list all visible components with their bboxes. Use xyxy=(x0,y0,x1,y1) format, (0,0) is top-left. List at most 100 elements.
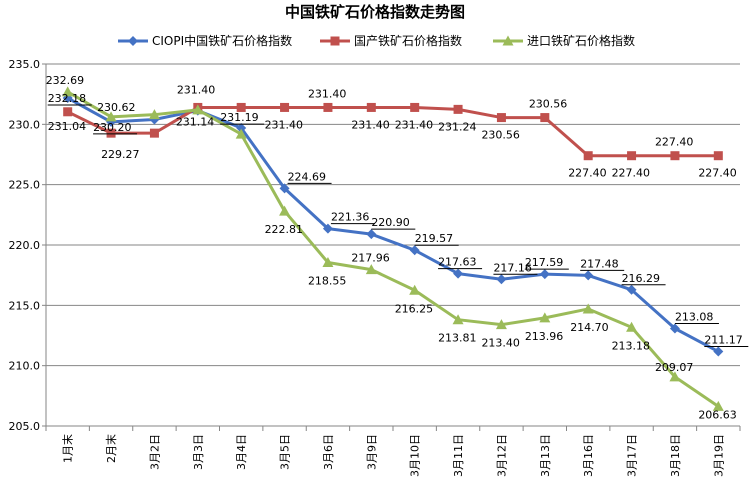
x-tick-label: 3月4日 xyxy=(235,434,248,470)
data-point xyxy=(62,86,74,97)
x-axis: 1月末 2月末 3月2日 3月3日 3月4日 3月5日 3月6日 3月9日 3月10日 3月11日… xyxy=(45,425,741,477)
chart-title: 中国铁矿石价格指数走势图 xyxy=(285,3,465,21)
y-tick-label: 220.0 xyxy=(9,239,41,252)
data-label: 231.40 xyxy=(177,83,216,96)
data-point xyxy=(539,312,551,323)
data-label: 221.36 xyxy=(331,211,370,224)
data-point xyxy=(626,284,637,295)
data-point xyxy=(539,269,550,280)
y-tick-label: 215.0 xyxy=(9,299,41,312)
data-label: 229.27 xyxy=(101,148,140,161)
y-tick-label: 205.0 xyxy=(9,420,41,433)
data-point xyxy=(280,102,290,112)
x-tick-label: 3月10日 xyxy=(409,434,422,477)
x-tick-label: 3月11日 xyxy=(452,434,465,477)
y-axis: 205.0 210.0 215.0 220.0 225.0 230.0 235.0 xyxy=(9,58,47,433)
data-point xyxy=(583,270,594,281)
data-label: 217.16 xyxy=(493,261,532,274)
x-tick-label: 3月16日 xyxy=(582,434,595,477)
data-point xyxy=(670,151,680,161)
data-label: 217.48 xyxy=(580,257,619,270)
data-point xyxy=(713,346,724,357)
data-point xyxy=(669,323,680,334)
data-point xyxy=(236,122,247,133)
data-label: 231.24 xyxy=(438,120,477,133)
data-label: 219.57 xyxy=(415,232,454,245)
x-tick-label: 3月19日 xyxy=(712,434,725,477)
data-point xyxy=(669,371,681,382)
data-point xyxy=(148,109,160,120)
data-point xyxy=(365,264,377,275)
y-tick-label: 210.0 xyxy=(9,360,41,373)
data-point xyxy=(323,102,333,112)
data-label: 232.69 xyxy=(46,74,85,87)
x-tick-label: 1月末 xyxy=(61,434,75,463)
data-point xyxy=(452,314,464,325)
data-point xyxy=(236,102,246,112)
data-point xyxy=(149,128,159,138)
data-point xyxy=(366,229,377,240)
x-tick-label: 2月末 xyxy=(104,434,118,463)
data-label: 227.40 xyxy=(698,167,737,180)
data-label: 231.40 xyxy=(351,118,390,131)
data-point xyxy=(63,107,73,117)
data-label: 213.40 xyxy=(481,337,520,350)
data-point xyxy=(496,113,506,123)
data-point xyxy=(192,104,204,115)
data-label: 231.19 xyxy=(220,111,259,124)
y-tick-label: 225.0 xyxy=(9,179,41,192)
data-label: 216.29 xyxy=(622,272,661,285)
data-label: 213.96 xyxy=(525,330,564,343)
data-point xyxy=(366,102,376,112)
data-point xyxy=(495,319,507,330)
data-point xyxy=(540,113,550,123)
series-group xyxy=(62,86,724,411)
x-tick-label: 3月9日 xyxy=(365,434,378,470)
data-point xyxy=(235,128,247,139)
legend-item-3: 进口铁矿石价格指数 xyxy=(493,33,635,48)
data-point xyxy=(279,205,291,216)
data-label: 230.20 xyxy=(93,121,132,134)
data-point xyxy=(322,256,334,267)
legend-swatch-marker xyxy=(128,36,138,46)
data-point xyxy=(322,223,333,234)
data-label: 214.70 xyxy=(570,321,609,334)
data-label: 213.08 xyxy=(675,311,714,324)
legend-label: 国产铁矿石价格指数 xyxy=(354,33,462,48)
data-label: 209.07 xyxy=(655,361,694,374)
data-label: 206.63 xyxy=(698,408,737,421)
data-label: 211.17 xyxy=(704,334,743,347)
data-point xyxy=(105,111,117,122)
x-tick-label: 3月2日 xyxy=(148,434,161,470)
data-label: 220.90 xyxy=(371,216,410,229)
legend-label: CIOPI中国铁矿石价格指数 xyxy=(152,33,292,48)
legend-item-2: 国产铁矿石价格指数 xyxy=(320,33,462,48)
data-label: 216.25 xyxy=(395,302,434,315)
data-label: 231.40 xyxy=(308,87,347,100)
data-label: 222.81 xyxy=(265,223,304,236)
data-point xyxy=(409,245,420,256)
data-point xyxy=(410,102,420,112)
data-label: 230.56 xyxy=(481,129,520,142)
x-tick-label: 3月6日 xyxy=(322,434,335,470)
data-label: 231.40 xyxy=(265,118,304,131)
data-label: 227.40 xyxy=(655,136,694,149)
series-line xyxy=(66,90,720,408)
data-label: 217.63 xyxy=(438,256,477,269)
data-label: 231.04 xyxy=(48,120,87,133)
data-label: 217.96 xyxy=(351,252,390,265)
data-point xyxy=(453,268,464,279)
data-label: 227.40 xyxy=(568,167,607,180)
data-point xyxy=(626,321,638,332)
data-point xyxy=(106,128,116,138)
data-label: 232.18 xyxy=(48,92,87,105)
data-point xyxy=(712,400,724,411)
y-tick-label: 235.0 xyxy=(9,58,41,71)
data-label: 230.62 xyxy=(97,101,136,114)
x-tick-label: 3月17日 xyxy=(626,434,639,477)
legend: CIOPI中国铁矿石价格指数 国产铁矿石价格指数 进口铁矿石价格指数 xyxy=(118,33,635,48)
data-point xyxy=(713,151,723,161)
data-label: 224.69 xyxy=(288,170,327,183)
data-label: 231.40 xyxy=(395,118,434,131)
